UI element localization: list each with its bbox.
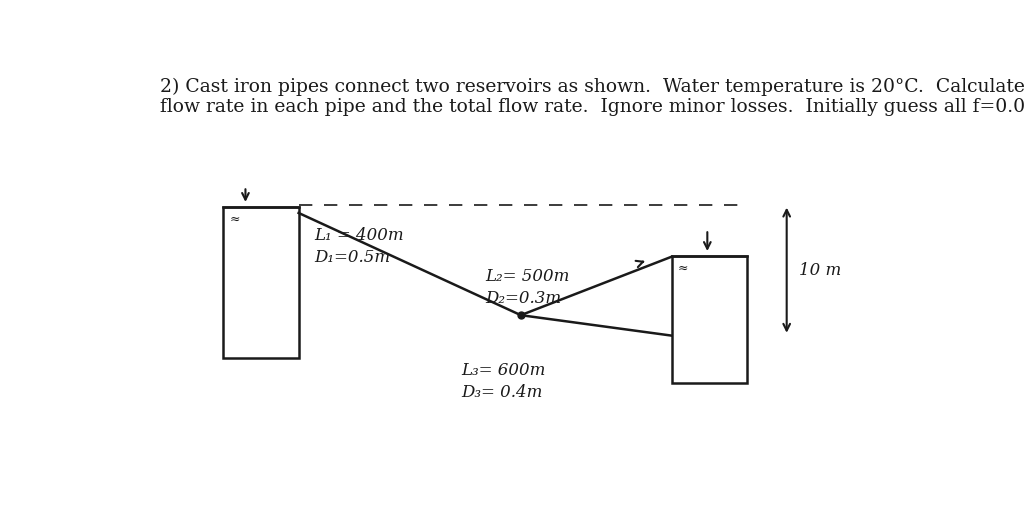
Text: 2) Cast iron pipes connect two reservoirs as shown.  Water temperature is 20°C. : 2) Cast iron pipes connect two reservoir… [160, 78, 1024, 96]
Text: L₁ = 400m
D₁=0.5m: L₁ = 400m D₁=0.5m [314, 227, 404, 267]
Bar [223, 207, 299, 358]
Text: ≈: ≈ [229, 212, 240, 226]
Text: ≈: ≈ [678, 262, 688, 275]
Text: L₂= 500m
D₂=0.3m: L₂= 500m D₂=0.3m [485, 268, 569, 307]
Text: 10 m: 10 m [799, 262, 841, 279]
Text: flow rate in each pipe and the total flow rate.  Ignore minor losses.  Initially: flow rate in each pipe and the total flo… [160, 98, 1024, 116]
Bar [672, 256, 748, 383]
Text: L₃= 600m
D₃= 0.4m: L₃= 600m D₃= 0.4m [461, 362, 546, 401]
